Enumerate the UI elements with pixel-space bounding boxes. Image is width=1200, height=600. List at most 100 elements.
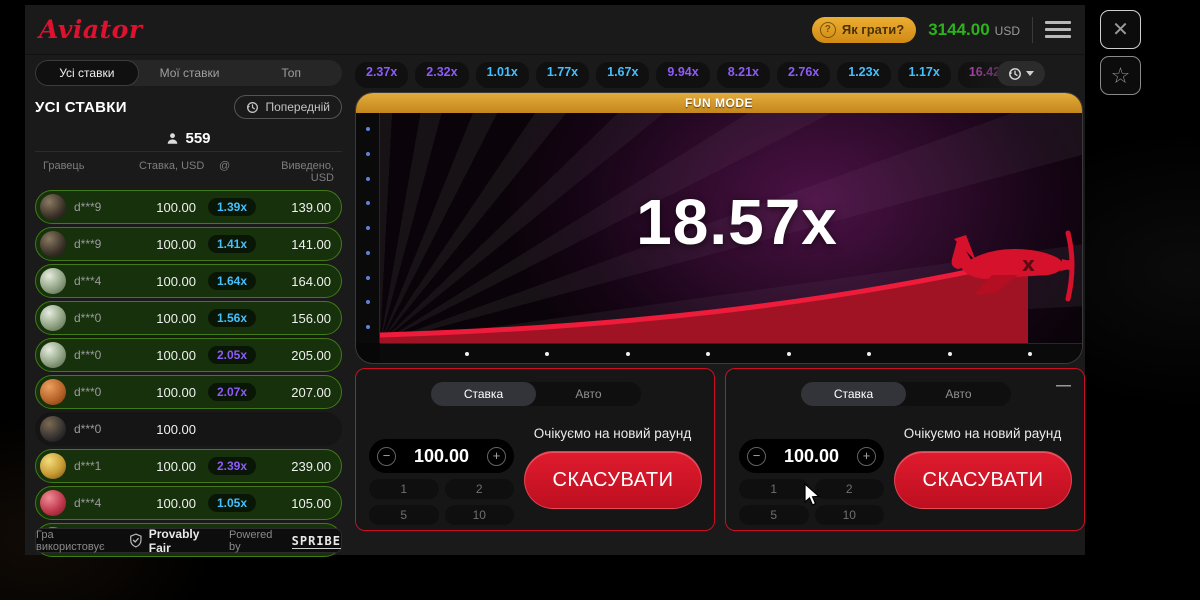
tab-all-bets[interactable]: Усі ставки (35, 60, 139, 86)
history-chip[interactable]: 2.37x (355, 62, 409, 88)
quick-bet-buttons: 1 2 5 10 (739, 479, 884, 525)
bet-amount: 100.00 (156, 421, 196, 437)
bet-row: d***4 100.00 1.64x 164.00 (35, 264, 342, 298)
powered-by-label: Powered by (228, 528, 273, 553)
bet-row: d***0 100.00 2.07x 207.00 (35, 375, 342, 409)
increase-bet-button[interactable]: + (487, 446, 506, 466)
bet-row: d***9 100.00 1.41x 141.00 (35, 227, 342, 261)
cancel-bet-button[interactable]: СКАСУВАТИ (524, 451, 702, 509)
col-bet: Ставка, USD (139, 160, 205, 172)
cancel-bet-button[interactable]: СКАСУВАТИ (894, 451, 1072, 509)
avatar (40, 194, 66, 220)
history-chip[interactable]: 1.01x (475, 62, 529, 88)
bet-row: d***0 100.00 (35, 412, 342, 446)
app-window: Aviator ? Як грати? 3144.00 USD Усі став… (25, 5, 1085, 557)
provably-fair-footer: Гра використовує Provably Fair Powered b… (35, 526, 342, 555)
axis-dot (1027, 351, 1032, 356)
round-history-button[interactable] (997, 61, 1045, 86)
quick-bet-10[interactable]: 10 (444, 505, 514, 525)
axis-dot (625, 351, 630, 356)
all-bets-title: УСІ СТАВКИ (35, 98, 127, 116)
spribe-logo[interactable]: SPRIBE (291, 533, 342, 549)
how-to-play-label: Як грати? (841, 22, 905, 37)
avatar (40, 342, 66, 368)
player-name: d***4 (74, 274, 102, 288)
quick-bet-1[interactable]: 1 (739, 479, 809, 499)
menu-icon[interactable] (1045, 17, 1071, 42)
fun-mode-banner: FUN MODE (356, 93, 1082, 113)
collapse-panel-button[interactable]: — (1056, 377, 1071, 394)
avatar (40, 453, 66, 479)
person-icon (168, 132, 178, 144)
tab-top[interactable]: Топ (281, 66, 301, 80)
quick-bet-2[interactable]: 2 (814, 479, 884, 499)
plane-icon: x (951, 230, 1075, 302)
tab-auto[interactable]: Авто (575, 387, 602, 401)
round-history-bar: 2.37x 2.32x 1.01x 1.77x 1.67x 9.94x 8.21… (355, 62, 1043, 88)
cashout-amount: 205.00 (291, 347, 331, 363)
player-name: d***4 (74, 496, 102, 510)
history-chip[interactable]: 1.77x (535, 62, 590, 88)
axis-dot (365, 325, 370, 329)
bet-amount-value[interactable]: 100.00 (413, 445, 470, 466)
close-game-button[interactable]: ✕ (1100, 10, 1141, 49)
bet-panel-tabs: Ставка Авто (801, 382, 1011, 406)
col-player: Гравець (43, 160, 85, 172)
tab-bet[interactable]: Ставка (801, 382, 906, 406)
footer-prefix: Гра використовує (36, 528, 105, 553)
aviator-logo: Aviator (39, 15, 143, 44)
multiplier-badge: 1.56x (207, 309, 257, 327)
axis-dot (365, 151, 370, 156)
player-name: d***0 (74, 311, 102, 325)
increase-bet-button[interactable]: + (857, 446, 876, 466)
player-name: d***0 (74, 385, 102, 399)
history-chip[interactable]: 1.23x (837, 62, 891, 88)
history-chip[interactable]: 2.32x (415, 62, 469, 88)
history-chip[interactable]: 1.67x (596, 62, 650, 88)
cashout-amount: 141.00 (291, 236, 331, 252)
decrease-bet-button[interactable]: − (377, 446, 396, 466)
axis-dot (365, 275, 370, 280)
bet-amount-value[interactable]: 100.00 (783, 445, 840, 466)
quick-bet-buttons: 1 2 5 10 (369, 479, 514, 525)
tab-my-bets[interactable]: Мої ставки (159, 66, 220, 80)
how-to-play-button[interactable]: ? Як грати? (811, 16, 917, 43)
bet-amount: 100.00 (156, 236, 196, 252)
quick-bet-10[interactable]: 10 (814, 505, 884, 525)
axis-dot (365, 226, 370, 230)
axis-dot (545, 351, 550, 356)
history-chip[interactable]: 9.94x (656, 62, 710, 88)
quick-bet-5[interactable]: 5 (369, 505, 439, 525)
history-chip[interactable]: 8.21x (716, 62, 770, 88)
cashout-amount: 164.00 (291, 273, 331, 289)
provably-fair-label[interactable]: Provably Fair (148, 526, 200, 555)
game-canvas: FUN MODE x 18.57x (355, 92, 1083, 364)
cashout-amount: 207.00 (291, 384, 331, 400)
avatar (40, 231, 66, 257)
cashout-amount: 139.00 (291, 199, 331, 215)
axis-dot (867, 351, 872, 356)
top-bar-right: ? Як грати? 3144.00 USD (811, 16, 1071, 43)
decrease-bet-button[interactable]: − (747, 446, 766, 466)
quick-bet-1[interactable]: 1 (369, 479, 439, 499)
current-multiplier: 18.57x (636, 186, 838, 258)
cashout-amount: 239.00 (291, 458, 331, 474)
bets-sidebar: Усі ставки Мої ставки Топ УСІ СТАВКИ Поп… (35, 60, 342, 557)
quick-bet-2[interactable]: 2 (444, 479, 514, 499)
quick-bet-5[interactable]: 5 (739, 505, 809, 525)
bet-amount: 100.00 (156, 495, 196, 511)
history-chip[interactable]: 1.17x (897, 62, 951, 88)
col-cashout: Виведено, USD (281, 160, 334, 184)
tab-bet[interactable]: Ставка (431, 382, 536, 406)
bet-amount: 100.00 (156, 273, 196, 289)
favorite-game-button[interactable]: ☆ (1100, 56, 1141, 95)
bets-list: d***9 100.00 1.39x 139.00 d***9 100.00 1… (35, 190, 342, 562)
divider (1032, 16, 1033, 43)
bet-amount: 100.00 (156, 310, 196, 326)
history-chip[interactable]: 2.76x (776, 62, 831, 88)
tab-auto[interactable]: Авто (945, 387, 972, 401)
bets-tab-bar: Усі ставки Мої ставки Топ (35, 60, 342, 86)
multiplier-badge: 2.39x (207, 457, 257, 475)
bet-amount: 100.00 (156, 347, 196, 363)
previous-round-button[interactable]: Попередній (234, 95, 342, 119)
